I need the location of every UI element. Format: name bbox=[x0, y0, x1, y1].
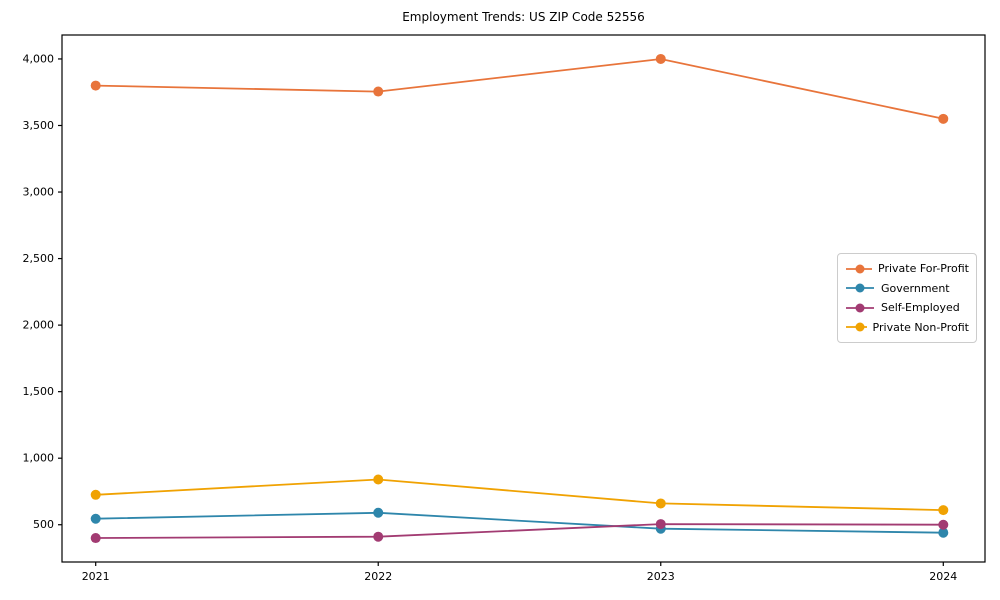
y-tick-label: 2,000 bbox=[23, 319, 55, 332]
data-point-marker bbox=[938, 527, 949, 538]
series-line-private-for-profit bbox=[95, 58, 944, 120]
y-tick-label: 1,500 bbox=[23, 385, 55, 398]
data-point-marker bbox=[655, 53, 666, 64]
data-point-marker bbox=[938, 113, 949, 124]
legend: Private For-Profit Government Self-Employe… bbox=[837, 253, 977, 343]
legend-item-label: Private Non-Profit bbox=[872, 320, 969, 334]
y-tick-label: 3,000 bbox=[23, 186, 55, 199]
chart-title: Employment Trends: US ZIP Code 52556 bbox=[402, 10, 645, 24]
y-tick-label: 1,000 bbox=[23, 452, 55, 465]
legend-line-marker-icon bbox=[846, 322, 867, 332]
series-line-private-non-profit bbox=[95, 478, 944, 511]
data-point-marker bbox=[655, 519, 666, 530]
y-tick-label: 2,500 bbox=[23, 252, 55, 265]
data-point-marker bbox=[938, 519, 949, 530]
data-point-marker bbox=[938, 505, 949, 516]
data-point-marker bbox=[90, 489, 101, 500]
series-line-government bbox=[95, 511, 944, 534]
y-tick-label: 3,500 bbox=[23, 119, 55, 132]
data-point-marker bbox=[373, 531, 384, 542]
legend-item: Private Non-Profit bbox=[845, 318, 969, 338]
data-point-marker bbox=[90, 513, 101, 524]
legend-item-label: Government bbox=[881, 281, 950, 295]
y-tick-label: 4,000 bbox=[23, 52, 55, 65]
data-point-marker bbox=[373, 474, 384, 485]
x-tick-label: 2023 bbox=[647, 570, 675, 583]
x-tick-label: 2024 bbox=[929, 570, 957, 583]
y-tick-label: 500 bbox=[33, 518, 54, 531]
axis-spines bbox=[61, 34, 986, 563]
legend-item: Government bbox=[845, 279, 969, 299]
legend-item-label: Private For-Profit bbox=[878, 262, 969, 276]
legend-line-marker-icon bbox=[846, 303, 874, 313]
data-point-marker bbox=[90, 80, 101, 91]
legend-line-marker-icon bbox=[846, 283, 874, 293]
legend-item: Private For-Profit bbox=[845, 259, 969, 279]
data-point-marker bbox=[373, 507, 384, 518]
legend-line-marker-icon bbox=[846, 264, 872, 274]
legend-item-label: Self-Employed bbox=[881, 301, 960, 315]
series-line-self-employed bbox=[95, 523, 944, 539]
x-tick-label: 2021 bbox=[82, 570, 110, 583]
data-point-marker bbox=[655, 498, 666, 509]
x-tick-label: 2022 bbox=[364, 570, 392, 583]
legend-item: Self-Employed bbox=[845, 298, 969, 318]
data-point-marker bbox=[373, 86, 384, 97]
data-point-marker bbox=[90, 533, 101, 544]
